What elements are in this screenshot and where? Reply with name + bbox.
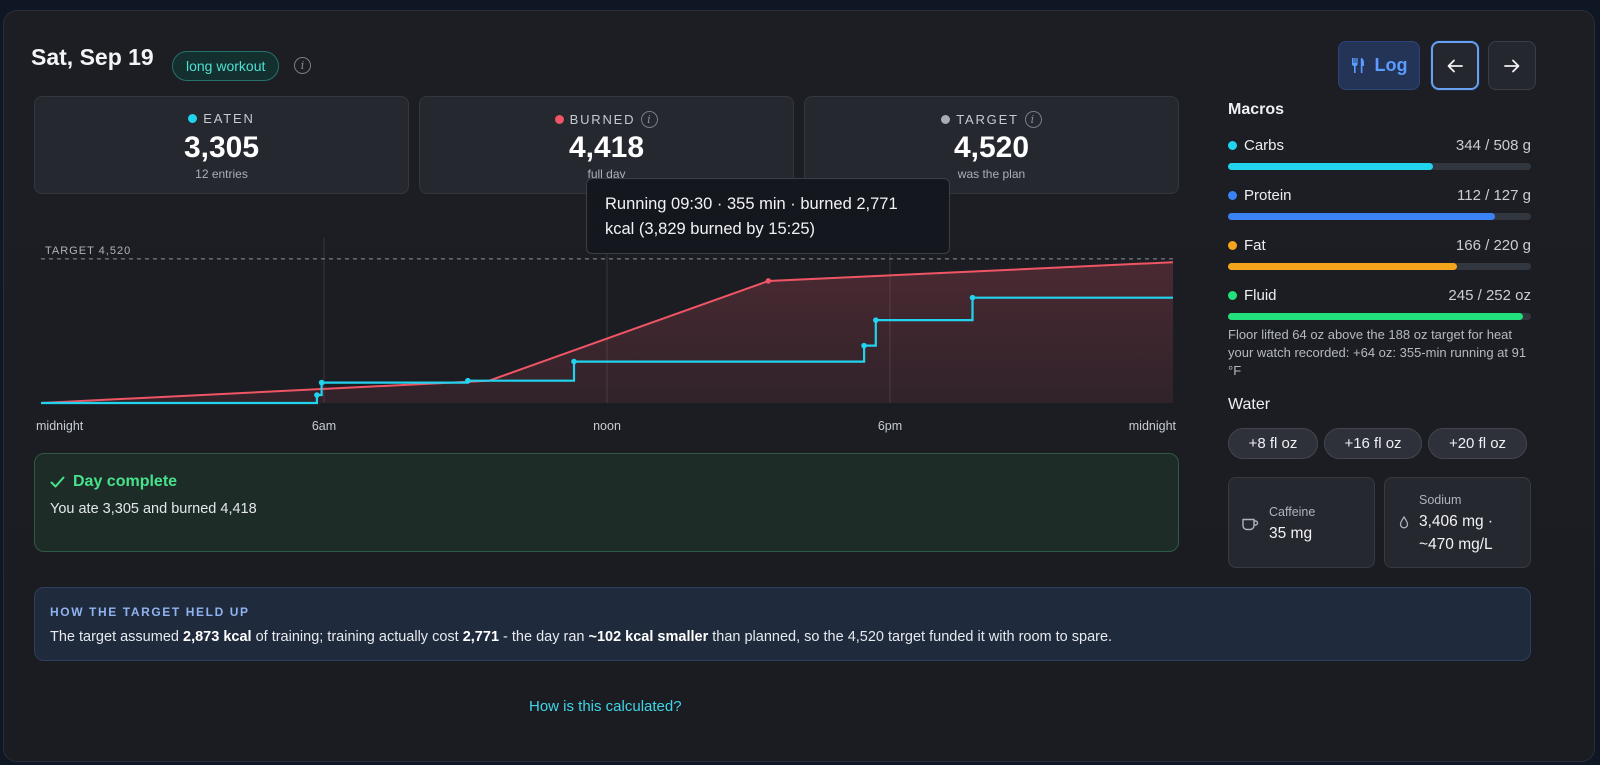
fluid-note: Floor lifted 64 oz above the 188 oz targ… (1228, 327, 1527, 378)
target-value: 4,520 (953, 131, 1030, 164)
macro-amount: 166 / 220 g (1455, 237, 1531, 254)
eaten-marker[interactable] (873, 317, 879, 323)
macro-name: Fat (1244, 237, 1266, 254)
macro-dot (1228, 241, 1237, 250)
x-tick-label: 6pm (878, 419, 902, 433)
burned-label: BURNED (569, 112, 636, 127)
eaten-marker[interactable] (314, 392, 320, 398)
target-dot (941, 115, 951, 124)
eaten-marker[interactable] (465, 377, 471, 384)
day-complete-banner: Day complete You ate 3,305 and burned 4,… (34, 453, 1179, 552)
macro-dot (1228, 191, 1237, 200)
caffeine-value: 35 mg (1269, 525, 1313, 542)
add-8-oz-button[interactable]: +8 fl oz (1228, 428, 1318, 459)
sodium-value-mg: 3,406 mg · (1419, 513, 1494, 530)
burned-sub: full day (587, 167, 626, 181)
burned-area (41, 262, 1173, 403)
macro-row-carbs: Carbs 344 / 508 g (1228, 137, 1531, 177)
kcal-difference: ~102 kcal smaller (588, 629, 709, 645)
chart-tooltip: Running 09:30 · 355 min · burned 2,771 k… (586, 178, 950, 254)
burned-value: 4,418 (568, 131, 645, 164)
eaten-marker[interactable] (571, 358, 577, 365)
macros-heading: Macros (1228, 101, 1285, 118)
calorie-chart[interactable]: TARGET 4,520 midnight 6am noon 6pm midnight (35, 230, 1180, 445)
eaten-card: EATEN 3,305 12 entries (34, 96, 409, 194)
macro-progress-fill (1228, 163, 1434, 170)
info-icon[interactable]: i (294, 57, 311, 74)
burned-info-icon[interactable]: i (641, 111, 659, 128)
water-heading: Water (1228, 396, 1271, 413)
fork-knife-icon (1351, 58, 1364, 73)
add-20-oz-button[interactable]: +20 fl oz (1428, 428, 1527, 459)
macro-progress-track (1228, 163, 1531, 170)
eaten-marker[interactable] (318, 379, 325, 386)
macro-progress-fill (1228, 213, 1496, 220)
macro-row-fat: Fat 166 / 220 g (1228, 237, 1531, 277)
macro-amount: 344 / 508 g (1455, 137, 1531, 154)
held-text-4: than planned, so the 4,520 target funded… (708, 629, 1113, 645)
macro-row-protein: Protein 112 / 127 g (1228, 187, 1531, 227)
macro-progress-fill (1228, 263, 1457, 270)
x-tick-label: 6am (312, 419, 336, 433)
x-tick-label: noon (593, 419, 621, 433)
caffeine-card: Caffeine 35 mg (1228, 477, 1375, 568)
macro-dot (1228, 291, 1237, 300)
macro-name: Protein (1244, 187, 1292, 204)
macro-progress-track (1228, 213, 1531, 220)
target-info-icon[interactable]: i (1024, 111, 1042, 128)
coffee-cup-icon (1242, 518, 1259, 531)
target-held-panel: HOW THE TARGET HELD UP The target assume… (34, 587, 1531, 661)
add-16-oz-button[interactable]: +16 fl oz (1324, 428, 1422, 459)
eaten-dot (188, 114, 198, 123)
x-tick-label: midnight (1129, 419, 1177, 433)
macro-progress-track (1228, 313, 1531, 320)
target-label: TARGET (956, 112, 1019, 127)
next-day-button[interactable] (1488, 41, 1536, 90)
assumed-training-kcal: 2,873 kcal (183, 629, 252, 645)
caffeine-label: Caffeine (1269, 505, 1316, 519)
target-card: TARGET i 4,520 was the plan (804, 96, 1179, 194)
target-held-heading: HOW THE TARGET HELD UP (50, 605, 250, 619)
eaten-sub: 12 entries (195, 167, 248, 181)
workout-badge: long workout (172, 51, 280, 81)
x-tick-label: midnight (36, 419, 84, 433)
burned-series-line (40, 261, 1174, 404)
held-text-2: of training; training actually cost (251, 629, 463, 645)
macro-progress-track (1228, 263, 1531, 270)
droplet-icon (1399, 516, 1409, 529)
eaten-marker[interactable] (861, 342, 867, 349)
log-label: Log (1374, 55, 1408, 75)
arrow-right-icon (1504, 59, 1520, 72)
log-button[interactable]: Log (1338, 41, 1420, 90)
day-complete-message: You ate 3,305 and burned 4,418 (50, 501, 257, 517)
page-title: Sat, Sep 19 (31, 44, 154, 70)
target-line-label: TARGET 4,520 (45, 245, 131, 257)
arrow-left-icon (1447, 59, 1463, 72)
day-complete-title: Day complete (73, 473, 178, 490)
actual-training-kcal: 2,771 (462, 629, 500, 645)
macro-amount: 245 / 252 oz (1448, 287, 1531, 304)
sodium-value-concentration: ~470 mg/L (1419, 536, 1493, 553)
held-text-1: The target assumed (50, 629, 183, 645)
burned-marker[interactable] (765, 278, 772, 284)
sodium-card: Sodium 3,406 mg · ~470 mg/L (1384, 477, 1531, 568)
previous-day-button[interactable] (1431, 41, 1479, 90)
macro-name: Fluid (1244, 287, 1277, 304)
target-held-text: The target assumed 2,873 kcal of trainin… (50, 629, 1112, 645)
sodium-label: Sodium (1419, 493, 1462, 507)
eaten-marker[interactable] (969, 294, 976, 301)
burned-card: BURNED i 4,418 full day (419, 96, 794, 194)
target-sub: was the plan (957, 167, 1026, 181)
macro-row-fluid: Fluid 245 / 252 oz (1228, 287, 1531, 327)
macro-name: Carbs (1244, 137, 1285, 154)
macro-progress-fill (1228, 313, 1523, 320)
check-icon (50, 476, 65, 488)
eaten-value: 3,305 (183, 131, 260, 164)
macro-dot (1228, 141, 1237, 150)
eaten-label: EATEN (203, 111, 255, 126)
macro-amount: 112 / 127 g (1457, 187, 1531, 204)
held-text-3: - the day ran (499, 629, 589, 645)
how-calculated-link[interactable]: How is this calculated? (529, 698, 682, 715)
burned-dot (554, 115, 564, 124)
